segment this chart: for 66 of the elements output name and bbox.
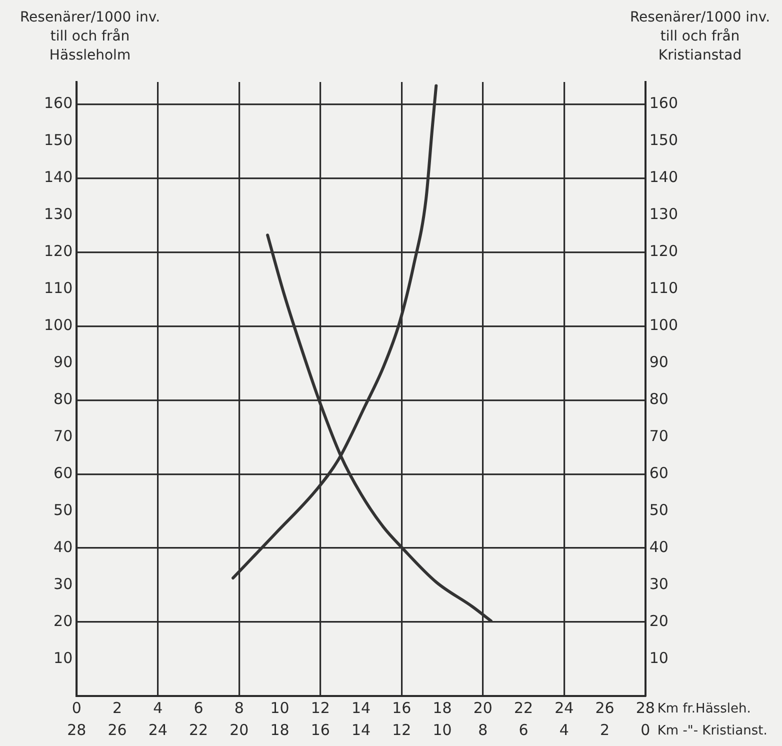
y-tick-label: 160 xyxy=(44,94,73,112)
y2-tick-label: 130 xyxy=(649,205,678,224)
y-tick-label: 80 xyxy=(54,390,73,408)
y-tick-label: 90 xyxy=(54,353,73,371)
y-tick-label: 20 xyxy=(54,612,73,630)
y-tick-label: 140 xyxy=(44,168,73,186)
y-axis-title: Resenärer/1000 inv. till och från Hässleholm xyxy=(20,10,160,64)
x2-tick-label: 14 xyxy=(351,720,371,739)
x-tick-label: 10 xyxy=(270,698,290,717)
y2-tick-label: 10 xyxy=(649,648,668,667)
x2-tick-label: 22 xyxy=(188,720,208,739)
y2-tick-label: 100 xyxy=(649,316,678,334)
y2-tick-label: 80 xyxy=(649,390,668,408)
y2-tick-label: 30 xyxy=(649,574,668,593)
y2-tick-label: 110 xyxy=(649,279,678,298)
y-tick-label: 30 xyxy=(54,574,73,593)
x2-tick-label: 10 xyxy=(432,720,452,739)
y2-tick-label: 90 xyxy=(649,353,668,371)
y2-tick-label: 120 xyxy=(649,242,678,260)
y-tick-label: 100 xyxy=(44,316,73,334)
x-tick-label: 20 xyxy=(473,698,492,717)
x2-tick-label: 2 xyxy=(600,720,610,739)
x2-tick-label: 26 xyxy=(108,720,127,739)
x2-tick-label: 28 xyxy=(67,720,86,739)
x-tick-label: 2 xyxy=(112,698,122,717)
x2-tick-label: 20 xyxy=(230,720,249,739)
y2-tick-label: 150 xyxy=(649,131,678,150)
x2-tick-label: 6 xyxy=(518,720,528,739)
x2-tick-label: 12 xyxy=(392,720,412,739)
y-tick-label: 70 xyxy=(54,426,73,445)
x2-tick-label: 18 xyxy=(270,720,290,739)
x-tick-label: 24 xyxy=(554,698,574,717)
y2-tick-label: 40 xyxy=(649,538,668,556)
x2-tick-label: 24 xyxy=(148,720,168,739)
x-tick-label: 8 xyxy=(234,698,244,717)
x-tick-label: 16 xyxy=(392,698,412,717)
y-tick-label: 40 xyxy=(54,538,73,556)
x-tick-label: 22 xyxy=(514,698,534,717)
x-tick-label: 28 xyxy=(636,698,655,717)
x-axis-title: Km fr.Hässleh. xyxy=(657,701,751,716)
x-tick-label: 14 xyxy=(351,698,371,717)
y2-axis-title: Resenärer/1000 inv. till och från Kristianstad xyxy=(630,10,770,64)
y-tick-label: 60 xyxy=(54,464,73,482)
y-tick-label: 50 xyxy=(54,500,73,519)
y2-tick-label: 160 xyxy=(649,94,678,112)
y2-tick-label: 20 xyxy=(649,612,668,630)
y-tick-label: 10 xyxy=(54,648,73,667)
x2-axis-title: Km -"- Kristianst. xyxy=(657,723,768,738)
x2-tick-label: 8 xyxy=(478,720,488,739)
x-tick-label: 0 xyxy=(72,698,82,717)
y-tick-label: 110 xyxy=(44,279,73,298)
y-tick-label: 130 xyxy=(44,205,73,224)
y-tick-label: 150 xyxy=(44,131,73,150)
x2-tick-label: 16 xyxy=(310,720,330,739)
x2-tick-label: 4 xyxy=(559,720,569,739)
y2-tick-label: 50 xyxy=(649,500,668,519)
y2-tick-label: 70 xyxy=(649,426,668,445)
x-tick-label: 18 xyxy=(432,698,452,717)
y2-tick-label: 60 xyxy=(649,464,668,482)
x2-tick-label: 0 xyxy=(640,720,650,739)
x-tick-label: 6 xyxy=(194,698,204,717)
x-tick-label: 4 xyxy=(153,698,163,717)
x-tick-label: 12 xyxy=(310,698,330,717)
y-tick-label: 120 xyxy=(44,242,73,260)
x-tick-label: 26 xyxy=(595,698,614,717)
y2-tick-label: 140 xyxy=(649,168,678,186)
